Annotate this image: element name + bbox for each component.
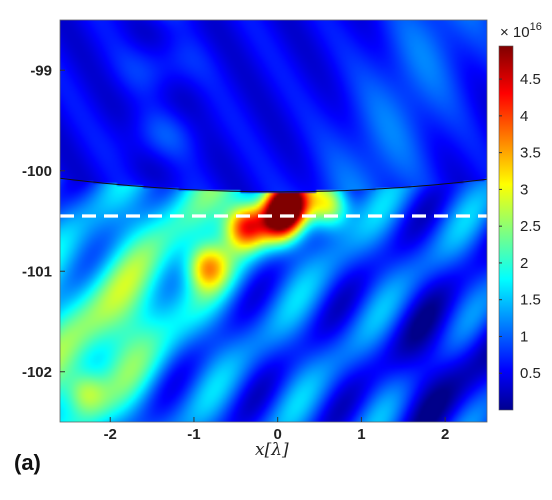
x-tick-label: -2 xyxy=(104,426,117,443)
heatmap-field xyxy=(60,20,487,422)
colorbar-scale-exponent: 16 xyxy=(530,21,542,33)
y-tick-label: -102 xyxy=(22,364,52,381)
colorbar-tick-label: 3 xyxy=(520,181,528,198)
y-tick-label: -101 xyxy=(22,263,52,280)
colorbar-tick-label: 0.5 xyxy=(520,365,541,382)
interface-curve xyxy=(60,177,487,193)
colorbar-tick-label: 3.5 xyxy=(520,145,541,162)
colorbar-tick-label: 1 xyxy=(520,328,528,345)
colorbar xyxy=(498,45,514,411)
y-tick-label: -100 xyxy=(22,163,52,180)
colorbar-tick-label: 2.5 xyxy=(520,218,541,235)
colorbar-tick-label: 4 xyxy=(520,108,528,125)
x-tick-label: 1 xyxy=(357,426,365,443)
colorbar-tick-label: 4.5 xyxy=(520,71,541,88)
x-axis-unit: [λ] xyxy=(265,440,289,460)
colorbar-scale-label: × 1016 xyxy=(500,21,542,41)
y-tick-label: -99 xyxy=(30,62,52,79)
panel-label: (a) xyxy=(14,450,41,475)
colorbar-tick-label: 2 xyxy=(520,255,528,272)
x-tick-label: 0 xyxy=(274,426,282,443)
x-axis-label: x[λ] xyxy=(255,440,289,460)
x-tick-label: -1 xyxy=(187,426,200,443)
colorbar-scale-base: × 10 xyxy=(500,24,530,41)
x-tick-label: 2 xyxy=(441,426,449,443)
x-axis-symbol: x xyxy=(255,440,265,460)
colorbar-tick-label: 1.5 xyxy=(520,292,541,309)
plot-frame xyxy=(59,19,488,423)
